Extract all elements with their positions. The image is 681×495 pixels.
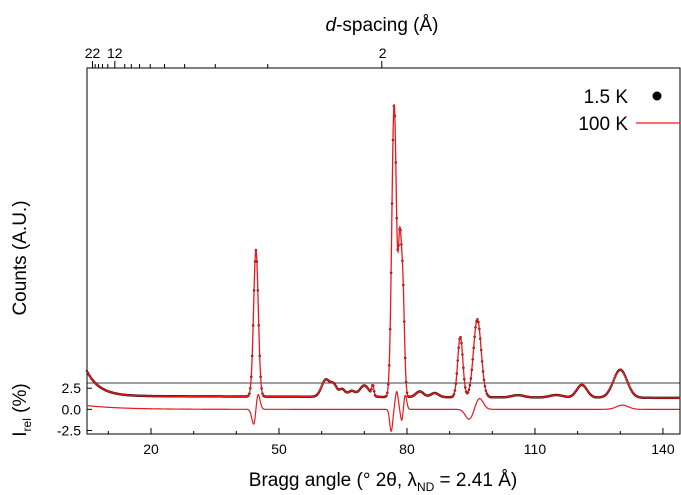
x-axis-title: Bragg angle (° 2θ, λND = 2.41 Å) xyxy=(249,470,517,494)
diff-y-tick-label: 0.0 xyxy=(62,401,82,417)
legend-label-1p5K: 1.5 K xyxy=(584,87,629,108)
x-tick-label: 20 xyxy=(143,441,159,457)
top-tick-label: 22 xyxy=(85,45,101,61)
top-tick-label: 2 xyxy=(379,45,387,61)
diff-y-axis-title: Irel (%) xyxy=(10,383,34,436)
series-100K-line xyxy=(86,104,680,399)
x-tick-label: 50 xyxy=(271,441,287,457)
difference-curve xyxy=(86,391,680,433)
observed-1p5K-series xyxy=(85,104,681,400)
legend: 1.5 K 100 K xyxy=(578,87,680,135)
x-tick-label: 140 xyxy=(651,441,675,457)
x-tick-label: 80 xyxy=(399,441,415,457)
legend-marker-dot xyxy=(652,91,662,101)
plot-frame xyxy=(86,67,681,435)
top-axis-ticks: 22 12 2 xyxy=(85,45,387,68)
x-axis-ticks: 20 50 80 110 140 xyxy=(107,428,675,457)
legend-label-100K: 100 K xyxy=(578,114,628,135)
top-tick-label: 12 xyxy=(107,45,123,61)
x-tick-label: 110 xyxy=(524,441,547,457)
diff-y-tick-label: 2.5 xyxy=(62,380,82,396)
diff-y-tick-label: -2.5 xyxy=(57,422,81,438)
y-axis-title: Counts (A.U.) xyxy=(10,200,31,315)
diff-y-ticks: 2.5 0.0 -2.5 xyxy=(57,380,92,438)
top-axis-title: d-spacing (Å) xyxy=(326,15,439,36)
